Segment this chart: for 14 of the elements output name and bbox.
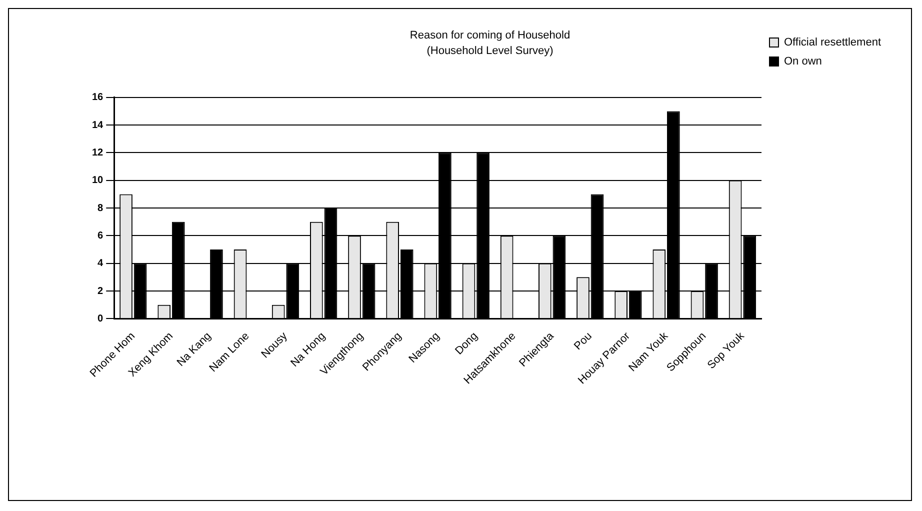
legend-label: On own: [784, 56, 822, 68]
y-tick-label: 8: [98, 202, 104, 214]
y-tick-label: 14: [92, 120, 104, 131]
y-tick-label: 0: [98, 313, 104, 324]
y-tick-label: 10: [92, 175, 104, 186]
y-tick-label: 2: [98, 286, 104, 297]
y-tick-label: 4: [98, 258, 104, 270]
y-tick-label: 12: [92, 147, 104, 158]
y-tick-label: 6: [98, 230, 104, 242]
chart-title: Reason for coming of Household: [410, 30, 570, 42]
chart-subtitle: (Household Level Survey): [426, 44, 554, 57]
legend-label: Official resettlement: [784, 36, 882, 49]
x-tick-label: Pou: [572, 330, 594, 352]
y-tick-label: 16: [92, 92, 104, 104]
